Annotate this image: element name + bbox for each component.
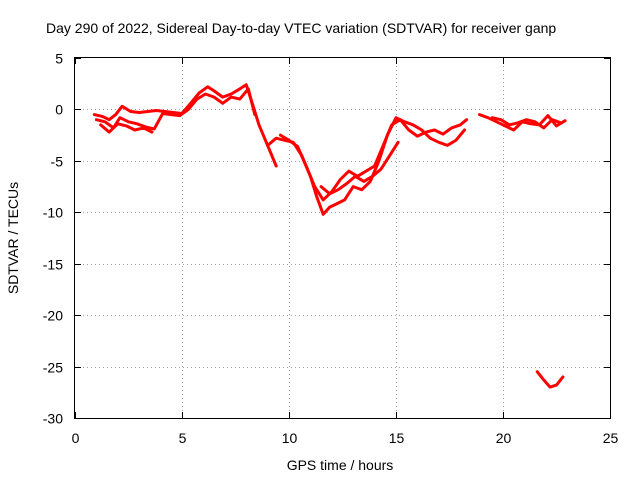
series-layer [92, 83, 567, 389]
y-tick-label: 5 [55, 51, 63, 67]
x-tick-label: 15 [389, 430, 405, 446]
series-trace-i [535, 370, 565, 389]
x-tick-label: 0 [72, 430, 80, 446]
plot-frame [74, 57, 611, 419]
series-trace-f [319, 140, 400, 196]
x-tick-label: 5 [179, 430, 187, 446]
y-tick-label: -25 [43, 360, 63, 376]
x-tick-label: 20 [496, 430, 512, 446]
y-tick-label: -10 [43, 205, 63, 221]
x-tick-label: 10 [282, 430, 298, 446]
x-axis-label: GPS time / hours [287, 457, 394, 473]
series-trace-b [94, 87, 257, 131]
x-tick-label: 25 [603, 430, 619, 446]
y-tick-label: -15 [43, 257, 63, 273]
y-tick-label: 0 [55, 102, 63, 118]
y-tick-label: -5 [51, 154, 64, 170]
y-tick-label: -30 [43, 411, 63, 427]
tick-layer: 0 5 10 15 20 25 5 0 -5 -10 -15 -20 -25 -30 [43, 51, 619, 447]
series-trace-c [99, 122, 154, 134]
series-trace-d [266, 116, 466, 216]
y-tick-label: -20 [43, 308, 63, 324]
series-trace-e [278, 118, 469, 202]
series-trace-h [490, 116, 563, 130]
chart-title: Day 290 of 2022, Sidereal Day-to-day VTE… [46, 20, 556, 36]
y-axis-label: SDTVAR / TECUs [5, 182, 21, 294]
